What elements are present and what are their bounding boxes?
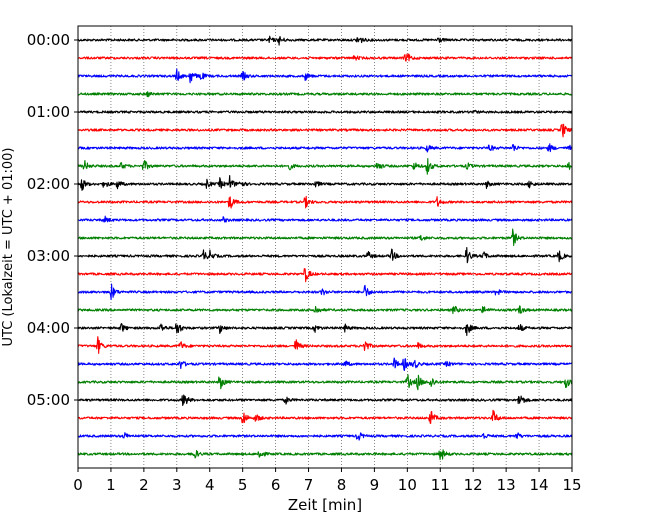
x-tick-label: 10 — [398, 476, 417, 494]
seismic-trace — [77, 394, 573, 407]
x-tick-label: 13 — [497, 476, 516, 494]
y-tick-label: 00:00 — [27, 31, 70, 49]
seismic-trace — [77, 158, 573, 175]
seismic-trace — [77, 323, 573, 337]
x-tick-label: 8 — [337, 476, 347, 494]
x-tick-label: 12 — [464, 476, 483, 494]
seismic-trace — [77, 374, 573, 391]
seismic-trace — [77, 228, 573, 247]
seismic-trace — [77, 35, 573, 46]
seismic-trace — [77, 68, 573, 84]
y-tick-label: 02:00 — [27, 175, 70, 193]
seismic-trace — [77, 175, 573, 191]
seismic-trace — [77, 283, 573, 301]
y-tick-label: 03:00 — [27, 247, 70, 265]
seismic-trace — [77, 143, 573, 153]
seismic-trace — [77, 409, 573, 424]
seismic-traces — [77, 35, 573, 461]
x-tick-label: 0 — [73, 476, 83, 494]
seismic-trace — [77, 109, 573, 114]
y-axis-label: UTC (Lokalzeit = UTC + 01:00) — [1, 148, 16, 347]
x-tick-label: 5 — [238, 476, 248, 494]
seismic-trace — [77, 449, 573, 461]
seismic-trace — [77, 336, 573, 354]
x-axis-label: Zeit [min] — [288, 496, 362, 514]
x-axis-ticks: 0 1 2 3 4 5 6 7 8 9 10 11 12 13 14 15 — [73, 468, 582, 494]
x-tick-label: 14 — [530, 476, 549, 494]
plot-frame — [77, 25, 573, 469]
seismic-trace — [77, 268, 573, 283]
seismic-trace — [77, 91, 573, 98]
x-tick-label: 2 — [139, 476, 149, 494]
seismic-trace — [77, 215, 573, 223]
seismic-trace — [77, 432, 573, 441]
grid-lines — [110, 26, 540, 468]
x-tick-label: 3 — [172, 476, 182, 494]
x-tick-label: 6 — [271, 476, 281, 494]
seismic-trace — [77, 53, 573, 62]
x-tick-label: 1 — [106, 476, 116, 494]
seismic-trace — [77, 305, 573, 314]
x-tick-label: 9 — [370, 476, 380, 494]
y-tick-label: 04:00 — [27, 319, 70, 337]
x-tick-label: 15 — [562, 476, 581, 494]
seismic-trace — [77, 357, 573, 371]
x-tick-label: 4 — [205, 476, 215, 494]
y-tick-label: 05:00 — [27, 391, 70, 409]
seismic-trace — [77, 195, 573, 209]
x-tick-label: 11 — [431, 476, 450, 494]
y-tick-label: 01:00 — [27, 103, 70, 121]
seismic-trace — [77, 123, 573, 138]
y-axis-ticks: 00:00 01:00 02:00 03:00 04:00 05:00 — [27, 31, 78, 409]
x-tick-label: 7 — [304, 476, 314, 494]
seismic-trace — [77, 246, 573, 264]
